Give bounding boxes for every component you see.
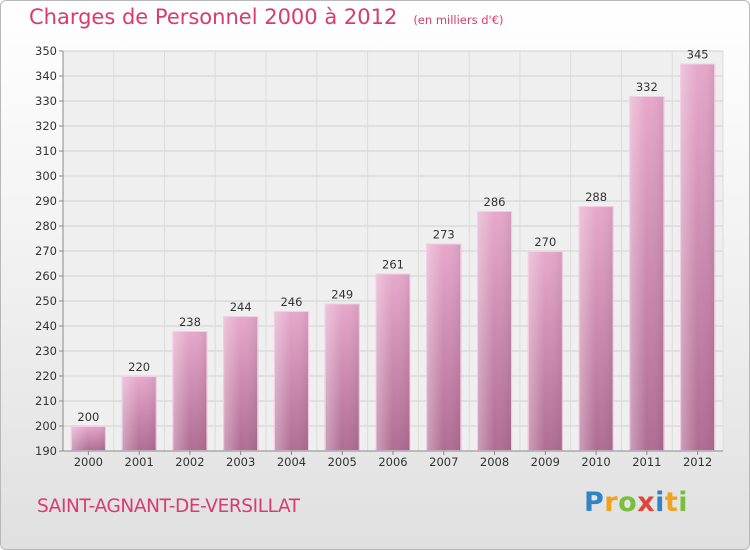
y-tick-label: 220 xyxy=(35,369,57,383)
x-tick-label: 2005 xyxy=(328,455,357,469)
bar-value-label: 332 xyxy=(636,80,658,94)
x-tick-label: 2003 xyxy=(226,455,255,469)
bar-value-label: 220 xyxy=(128,360,150,374)
bar-value-label: 244 xyxy=(230,300,252,314)
bar-value-label: 261 xyxy=(382,258,404,272)
bar-value-label: 273 xyxy=(433,228,455,242)
logo-letter: r xyxy=(604,487,619,518)
y-tick-label: 240 xyxy=(35,319,57,333)
chart-subtitle: (en milliers d'€) xyxy=(413,13,504,27)
x-tick-label: 2008 xyxy=(480,455,509,469)
bar-shine xyxy=(172,331,208,451)
x-tick-label: 2012 xyxy=(683,455,712,469)
chart-title: Charges de Personnel 2000 à 2012 xyxy=(29,5,398,29)
y-tick-label: 320 xyxy=(35,119,57,133)
bar-shine xyxy=(680,63,716,451)
y-tick-label: 270 xyxy=(35,244,57,258)
bar-shine xyxy=(324,303,360,451)
x-tick-label: 2004 xyxy=(277,455,306,469)
bar-value-label: 288 xyxy=(585,190,607,204)
bar-shine xyxy=(121,376,157,451)
bar-shine xyxy=(375,273,411,451)
bar-value-label: 286 xyxy=(484,195,506,209)
bar-value-label: 270 xyxy=(534,235,556,249)
bar-shine xyxy=(223,316,259,451)
bar-shine xyxy=(527,251,563,451)
logo-letter: o xyxy=(618,487,638,518)
bar-shine xyxy=(477,211,513,451)
y-tick-label: 310 xyxy=(35,144,57,158)
bar-value-label: 249 xyxy=(331,288,353,302)
x-tick-label: 2011 xyxy=(632,455,661,469)
logo-letter: P xyxy=(584,487,605,518)
logo-letter: t xyxy=(664,487,679,518)
bar-shine xyxy=(578,206,614,451)
logo-letter: i xyxy=(678,487,689,518)
y-tick-label: 200 xyxy=(35,419,57,433)
commune-name: SAINT-AGNANT-DE-VERSILLAT xyxy=(37,496,300,517)
axis-layer: 190 200 210 220 230 240 250 260 270 280 290 300 310 3… xyxy=(35,44,723,469)
y-tick-label: 290 xyxy=(35,194,57,208)
y-tick-label: 250 xyxy=(35,294,57,308)
x-tick-label: 2010 xyxy=(581,455,610,469)
bar-value-label: 345 xyxy=(687,48,709,62)
y-tick-label: 350 xyxy=(35,44,57,58)
bar-value-label: 238 xyxy=(179,315,201,329)
bar-shine xyxy=(273,311,309,451)
y-tick-label: 260 xyxy=(35,269,57,283)
bar-value-label: 246 xyxy=(280,295,302,309)
bars-layer: 200 220 238 244 246 249 261 273 286 270 288 332 345 xyxy=(70,48,716,451)
bar-shine xyxy=(426,243,462,451)
logo-letter: i xyxy=(655,487,665,518)
y-tick-label: 300 xyxy=(35,169,57,183)
bar-shine xyxy=(629,96,665,451)
y-tick-label: 190 xyxy=(35,444,57,458)
x-tick-label: 2000 xyxy=(74,455,103,469)
y-tick-label: 210 xyxy=(35,394,57,408)
logo-letter: x xyxy=(637,487,656,518)
y-tick-label: 330 xyxy=(35,94,57,108)
x-tick-label: 2007 xyxy=(429,455,458,469)
y-tick-label: 340 xyxy=(35,69,57,83)
proxiti-logo: Proxiti xyxy=(584,487,688,518)
bar-value-label: 200 xyxy=(77,410,99,424)
y-tick-label: 280 xyxy=(35,219,57,233)
chart-title-line: Charges de Personnel 2000 à 2012 (en mill… xyxy=(29,5,504,29)
y-tick-label: 230 xyxy=(35,344,57,358)
x-tick-label: 2006 xyxy=(378,455,407,469)
x-tick-label: 2001 xyxy=(125,455,154,469)
bar-shine xyxy=(70,426,106,451)
x-tick-label: 2002 xyxy=(175,455,204,469)
x-tick-label: 2009 xyxy=(531,455,560,469)
